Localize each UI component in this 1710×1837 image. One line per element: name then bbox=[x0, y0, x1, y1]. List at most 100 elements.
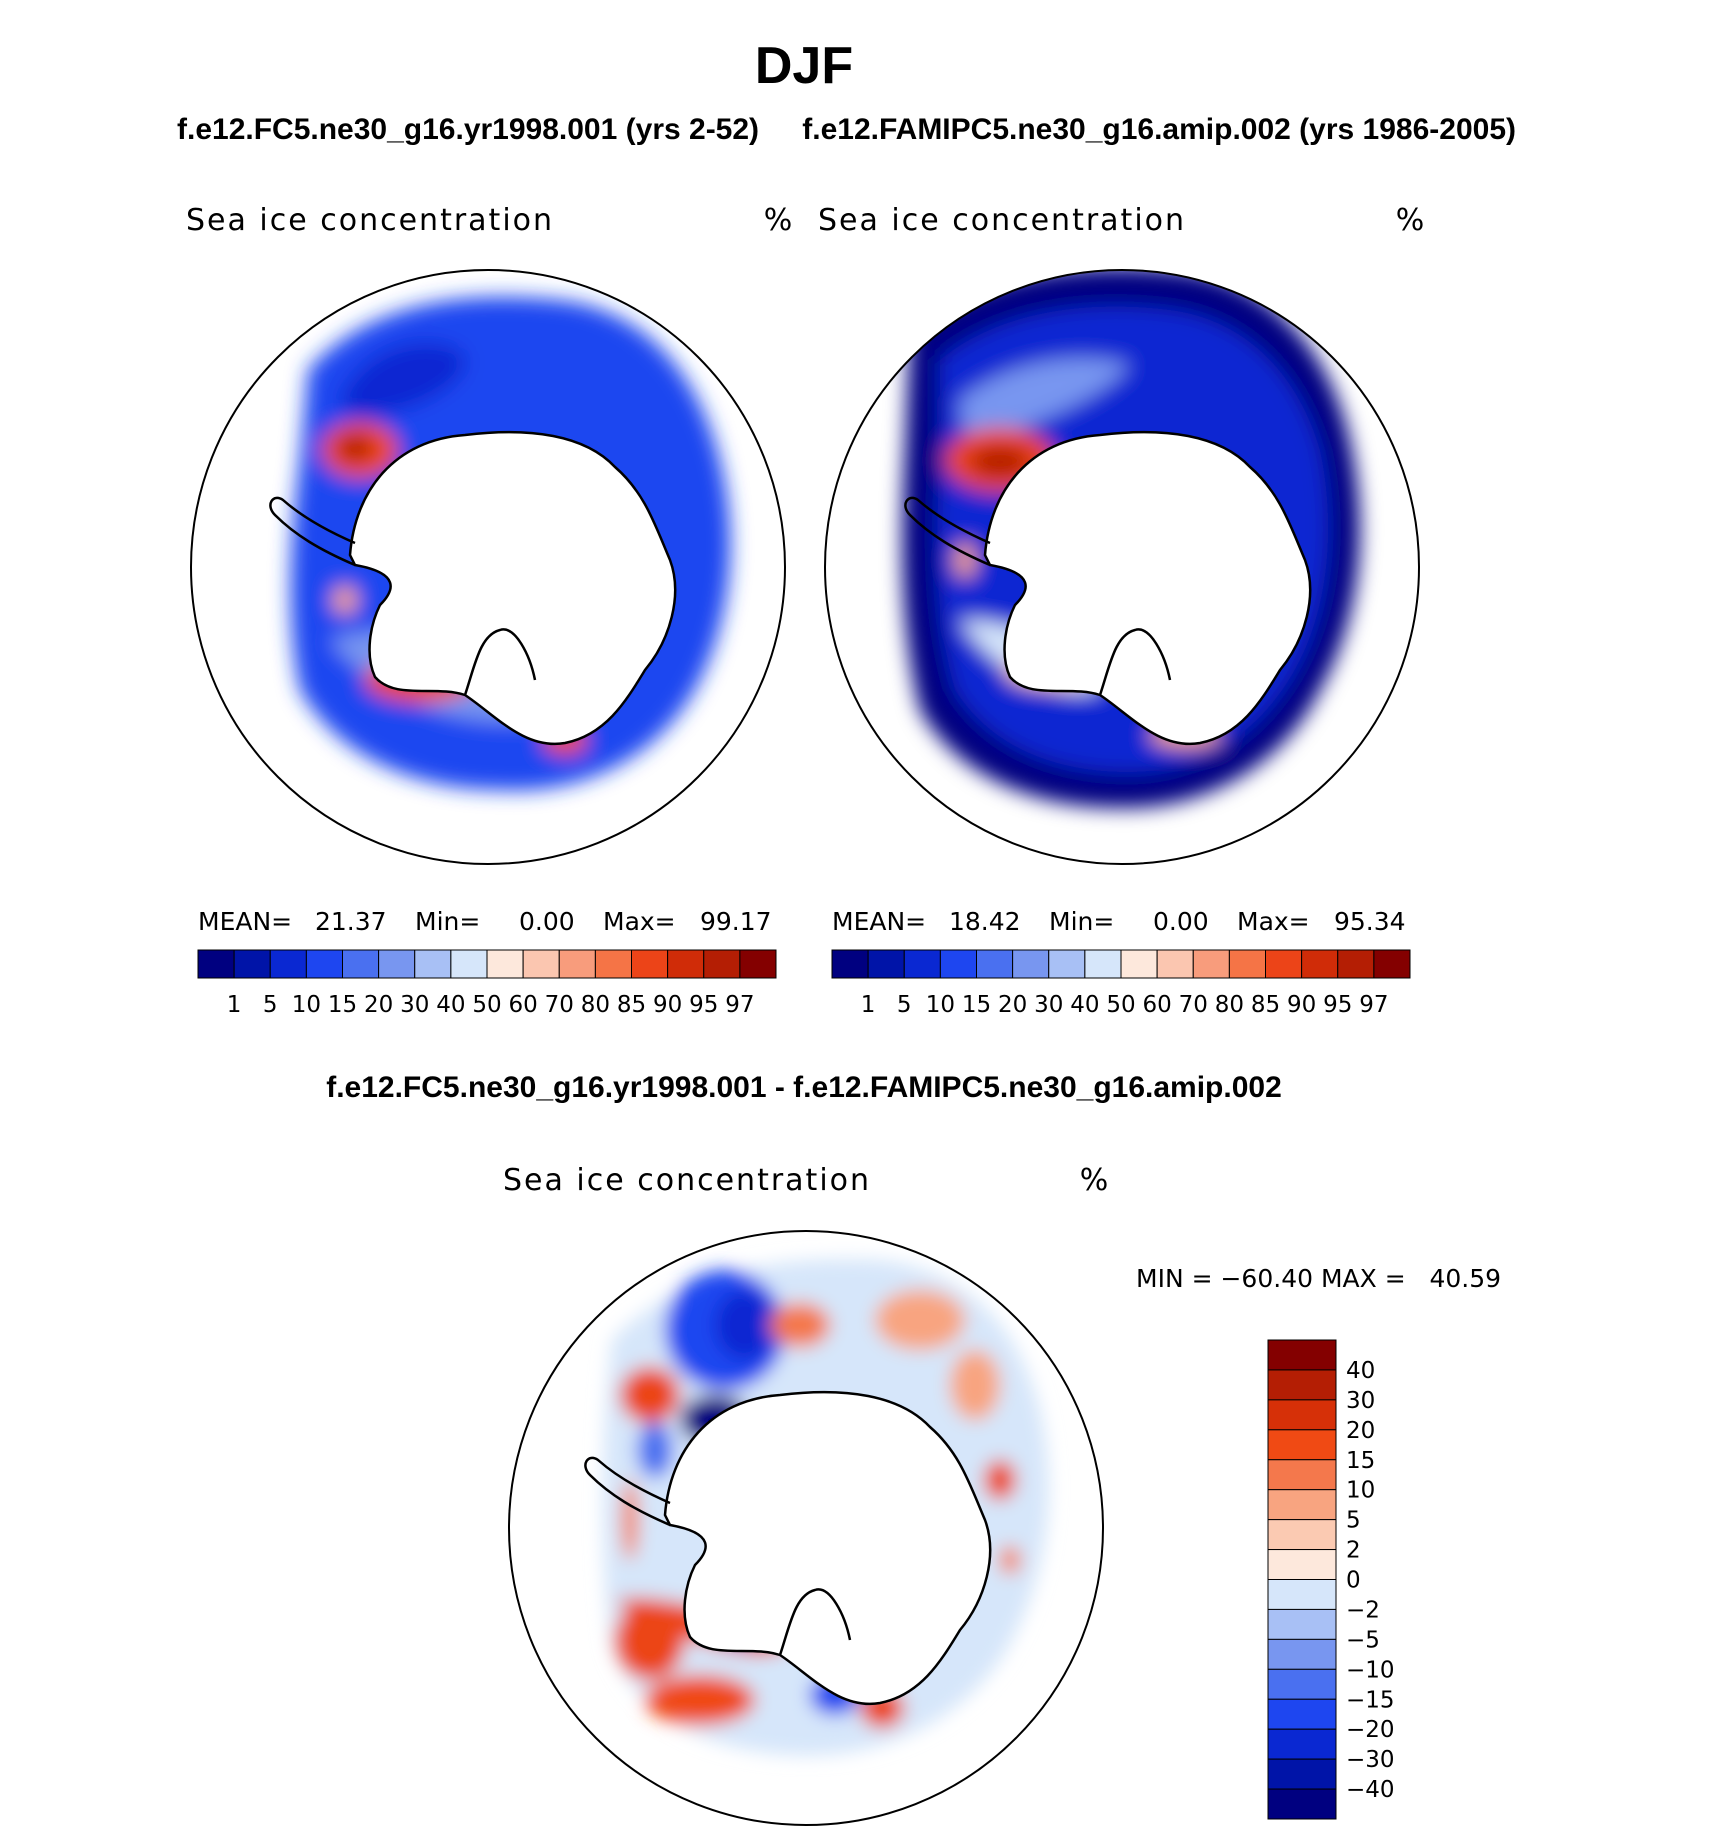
right-colorbar-tick-label: 85 bbox=[1251, 992, 1280, 1018]
right-colorbar-tick-label: 5 bbox=[897, 992, 912, 1018]
right-stats: MEAN= 18.42 Min= 0.00 Max= 95.34 bbox=[832, 907, 1406, 936]
left-colorbar-swatch bbox=[414, 949, 452, 979]
left-colorbar-swatch bbox=[558, 949, 596, 979]
right-colorbar: 1 5 10 15 20 30 40 50 60 70 80 85 90 95 97 bbox=[831, 949, 1411, 1018]
left-colorbar-tick-label: 90 bbox=[653, 992, 682, 1018]
left-panel: Sea ice concentration % MEAN= bbox=[186, 203, 792, 1018]
right-min-label: Min= bbox=[1049, 907, 1114, 936]
right-colorbar-swatch bbox=[867, 949, 905, 979]
right-colorbar-tick-label: 1 bbox=[861, 992, 876, 1018]
right-colorbar-swatch bbox=[1156, 949, 1194, 979]
difference-colorbar-tick-label: 0 bbox=[1346, 1568, 1361, 1594]
left-stats: MEAN= 21.37 Min= 0.00 Max= 99.17 bbox=[198, 907, 772, 936]
left-colorbar-tick-label: 97 bbox=[725, 992, 754, 1018]
left-colorbar-tick-label: 20 bbox=[364, 992, 393, 1018]
difference-colorbar-tick-label: −10 bbox=[1346, 1657, 1395, 1683]
difference-colorbar-swatch bbox=[1267, 1459, 1337, 1491]
difference-colorbar-swatch bbox=[1267, 1549, 1337, 1580]
right-colorbar-swatch bbox=[1084, 949, 1122, 979]
left-colorbar-swatch bbox=[667, 949, 705, 979]
right-colorbar-tick-label: 90 bbox=[1287, 992, 1316, 1018]
right-mean-value: 18.42 bbox=[949, 907, 1021, 936]
left-colorbar-swatch bbox=[703, 949, 741, 979]
right-colorbar-tick-label: 70 bbox=[1179, 992, 1208, 1018]
difference-colorbar-swatch bbox=[1267, 1579, 1337, 1610]
right-colorbar-swatch bbox=[1228, 949, 1266, 979]
right-map bbox=[824, 269, 1420, 865]
right-colorbar-tick-label: 10 bbox=[926, 992, 955, 1018]
right-max-label: Max= bbox=[1237, 907, 1310, 936]
left-mean-label: MEAN= bbox=[198, 907, 292, 936]
right-map-border bbox=[824, 269, 1420, 865]
left-colorbar-tick-label: 10 bbox=[292, 992, 321, 1018]
left-colorbar-swatch bbox=[269, 949, 307, 979]
difference-panel: f.e12.FC5.ne30_g16.yr1998.001 - f.e12.FA… bbox=[326, 1071, 1501, 1826]
right-colorbar-swatch bbox=[976, 949, 1014, 979]
left-colorbar-tick-label: 70 bbox=[545, 992, 574, 1018]
difference-colorbar-swatch bbox=[1267, 1668, 1337, 1700]
left-colorbar-tick-label: 5 bbox=[263, 992, 278, 1018]
left-colorbar-swatch bbox=[378, 949, 416, 979]
difference-colorbar-tick-label: 10 bbox=[1346, 1478, 1375, 1504]
left-units-label: % bbox=[764, 203, 793, 238]
difference-colorbar-swatch bbox=[1267, 1369, 1337, 1401]
difference-colorbar-swatch bbox=[1267, 1758, 1337, 1790]
left-colorbar-tick-label: 30 bbox=[400, 992, 429, 1018]
right-colorbar-tick-label: 50 bbox=[1106, 992, 1135, 1018]
difference-colorbar-swatch bbox=[1267, 1339, 1337, 1371]
left-colorbar-tick-label: 15 bbox=[328, 992, 357, 1018]
left-min-value: 0.00 bbox=[519, 907, 575, 936]
right-colorbar-tick-label: 40 bbox=[1070, 992, 1099, 1018]
left-colorbar-tick-label: 60 bbox=[508, 992, 537, 1018]
left-colorbar-swatch bbox=[450, 949, 488, 979]
figure-title: DJF bbox=[755, 37, 853, 95]
difference-colorbar-tick-label: −15 bbox=[1346, 1687, 1395, 1713]
difference-map bbox=[508, 1230, 1104, 1826]
left-map bbox=[190, 269, 786, 865]
difference-colorbar-tick-label: 5 bbox=[1346, 1508, 1361, 1534]
difference-colorbar-swatch bbox=[1267, 1788, 1337, 1820]
left-colorbar-swatch bbox=[305, 949, 343, 979]
right-units-label: % bbox=[1396, 203, 1425, 238]
difference-colorbar-tick-label: 15 bbox=[1346, 1448, 1375, 1474]
difference-colorbar-swatch bbox=[1267, 1638, 1337, 1670]
difference-units-label: % bbox=[1080, 1163, 1109, 1198]
difference-colorbar-tick-label: 2 bbox=[1346, 1538, 1361, 1564]
left-colorbar-tick-label: 50 bbox=[472, 992, 501, 1018]
difference-colorbar-swatch bbox=[1267, 1519, 1337, 1551]
right-colorbar-tick-label: 20 bbox=[998, 992, 1027, 1018]
difference-variable-label: Sea ice concentration bbox=[503, 1163, 871, 1198]
right-colorbar-tick-label: 80 bbox=[1215, 992, 1244, 1018]
difference-colorbar-tick-label: −5 bbox=[1346, 1627, 1380, 1653]
difference-minmax: MIN = −60.40 MAX = 40.59 bbox=[1136, 1264, 1501, 1293]
left-colorbar-swatch bbox=[233, 949, 271, 979]
right-colorbar-swatch bbox=[831, 949, 869, 979]
right-colorbar-swatch bbox=[1012, 949, 1050, 979]
difference-colorbar-swatch bbox=[1267, 1608, 1337, 1640]
right-colorbar-swatch bbox=[1337, 949, 1375, 979]
left-colorbar-swatch bbox=[631, 949, 669, 979]
left-colorbar-swatch bbox=[594, 949, 632, 979]
left-colorbar-swatch bbox=[197, 949, 235, 979]
right-variable-label: Sea ice concentration bbox=[818, 203, 1186, 238]
left-colorbar-tick-label: 1 bbox=[227, 992, 242, 1018]
left-min-label: Min= bbox=[415, 907, 480, 936]
right-colorbar-tick-label: 95 bbox=[1323, 992, 1352, 1018]
left-colorbar: 1 5 10 15 20 30 40 50 60 70 80 85 90 95 97 bbox=[197, 949, 777, 1018]
difference-colorbar-tick-label: −20 bbox=[1346, 1717, 1395, 1743]
left-colorbar-tick-label: 95 bbox=[689, 992, 718, 1018]
right-colorbar-tick-label: 30 bbox=[1034, 992, 1063, 1018]
right-colorbar-swatch bbox=[1265, 949, 1303, 979]
right-colorbar-tick-label: 97 bbox=[1359, 992, 1388, 1018]
difference-colorbar-tick-label: −2 bbox=[1346, 1597, 1380, 1623]
right-case-title: f.e12.FAMIPC5.ne30_g16.amip.002 (yrs 198… bbox=[802, 113, 1516, 146]
left-colorbar-tick-label: 40 bbox=[436, 992, 465, 1018]
right-colorbar-swatch bbox=[1373, 949, 1411, 979]
right-colorbar-swatch bbox=[903, 949, 941, 979]
difference-colorbar-tick-label: −30 bbox=[1346, 1747, 1395, 1773]
difference-colorbar-swatch bbox=[1267, 1728, 1337, 1760]
right-colorbar-tick-label: 60 bbox=[1142, 992, 1171, 1018]
difference-colorbar-tick-label: 20 bbox=[1346, 1418, 1375, 1444]
right-panel: Sea ice concentration % bbox=[818, 203, 1424, 1018]
